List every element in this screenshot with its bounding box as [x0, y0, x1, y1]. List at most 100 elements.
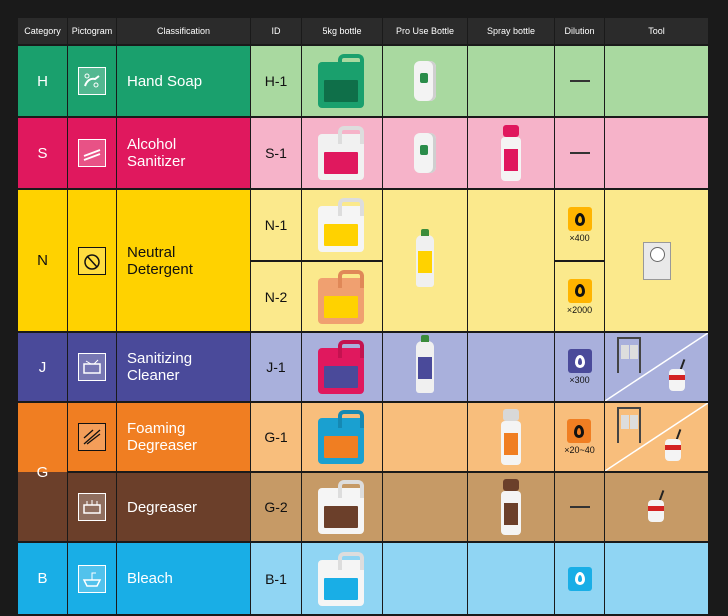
dilution-n-2: ×2000 [555, 262, 604, 331]
tool-alcohol-sanitizer-empty [605, 118, 708, 188]
pump-sprayer-icon [646, 490, 668, 524]
classification-neutral-detergent: Neutral Detergent [117, 190, 250, 331]
pro-use-neutral-detergent [383, 190, 467, 331]
pictogram-bleach [68, 543, 116, 614]
dilution-dispenser-icon [642, 241, 671, 280]
header-classification: Classification [117, 18, 250, 44]
id-g-1: G-1 [251, 403, 301, 471]
bottle-5kg-sanitizing-cleaner [302, 333, 382, 401]
header-tool: Tool [605, 18, 708, 44]
jug-icon [314, 126, 370, 180]
jug-icon [314, 551, 370, 606]
category-n: N [18, 190, 67, 331]
pictogram-sanitizing-cleaner [68, 333, 116, 401]
jug-icon [314, 198, 370, 252]
pro-use-sanitizing-cleaner [383, 333, 467, 401]
foam-rack-icon [615, 337, 643, 373]
spray-bottle-icon [497, 125, 525, 181]
tool-sanitizing-cleaner [605, 333, 708, 401]
hand-washing-icon [78, 67, 106, 95]
bottle-5kg-hand-soap [302, 46, 382, 116]
dilution-ratio-n-2: ×2000 [566, 304, 593, 315]
stove-icon [78, 493, 106, 521]
spray-bleach-empty [468, 543, 554, 614]
category-h: H [18, 46, 67, 116]
bottle-5kg-n-2 [302, 262, 382, 331]
header-pictogram: Pictogram [68, 18, 116, 44]
id-s-1: S-1 [251, 118, 301, 188]
dilution-hand-soap [555, 46, 604, 116]
pictogram-alcohol-sanitizer [68, 118, 116, 188]
pictogram-foaming-degreaser [68, 403, 116, 471]
category-j: J [18, 333, 67, 401]
dispenser-icon [414, 61, 436, 101]
category-b: B [18, 543, 67, 614]
tool-hand-soap-empty [605, 46, 708, 116]
concentrated-drop-icon [567, 278, 592, 303]
classification-alcohol-sanitizer: Alcohol Sanitizer [117, 118, 250, 188]
foam-rack-icon [615, 407, 643, 443]
jug-icon [314, 269, 370, 324]
tool-neutral-detergent [605, 190, 708, 331]
pictogram-neutral-detergent [68, 190, 116, 331]
pro-use-bleach-empty [383, 543, 467, 614]
dilution-bleach [555, 543, 604, 614]
pro-use-foaming-degreaser-empty [383, 403, 467, 471]
floor-cleaning-icon [78, 423, 106, 451]
dilution-alcohol-sanitizer [555, 118, 604, 188]
diagonal-divider [605, 333, 708, 401]
jug-icon [314, 340, 370, 394]
spray-hand-soap-empty [468, 46, 554, 116]
bottle-5kg-foaming-degreaser [302, 403, 382, 471]
dilution-ratio-g-1: ×20~40 [564, 445, 595, 455]
category-g: G [18, 403, 67, 541]
dilution-degreaser [555, 473, 604, 541]
dash-icon [569, 152, 590, 154]
kitchen-surface-icon [78, 353, 106, 381]
header-spray-bottle: Spray bottle [468, 18, 554, 44]
spray-alcohol-sanitizer [468, 118, 554, 188]
bottle-5kg-n-1 [302, 190, 382, 260]
sink-icon [78, 564, 106, 593]
concentrated-drop-icon [567, 207, 592, 231]
bottle-5kg-degreaser [302, 473, 382, 541]
concentrated-drop-icon [567, 566, 592, 591]
pro-use-hand-soap [383, 46, 467, 116]
tool-degreaser [605, 473, 708, 541]
classification-bleach: Bleach [117, 543, 250, 614]
pictogram-degreaser [68, 473, 116, 541]
id-g-2: G-2 [251, 473, 301, 541]
pro-use-degreaser-empty [383, 473, 467, 541]
classification-degreaser: Degreaser [117, 473, 250, 541]
dispenser-icon [414, 133, 436, 173]
product-table-frame: Category Pictogram Classification ID 5kg… [18, 18, 710, 614]
dilution-ratio-j-1: ×300 [569, 375, 590, 385]
spray-sanitizing-cleaner-empty [468, 333, 554, 401]
dash-icon [569, 80, 590, 82]
header-dilution: Dilution [555, 18, 604, 44]
id-b-1: B-1 [251, 543, 301, 614]
dilution-j-1: ×300 [555, 333, 604, 401]
classification-hand-soap: Hand Soap [117, 46, 250, 116]
dilution-ratio-n-1: ×400 [569, 233, 590, 243]
spray-foaming-degreaser [468, 403, 554, 471]
id-j-1: J-1 [251, 333, 301, 401]
classification-sanitizing-cleaner: Sanitizing Cleaner [117, 333, 250, 401]
jug-icon [314, 410, 370, 464]
spray-degreaser [468, 473, 554, 541]
pro-use-alcohol-sanitizer [383, 118, 467, 188]
concentrated-drop-icon [567, 419, 592, 443]
pump-sprayer-icon [667, 359, 689, 393]
diagonal-divider [605, 403, 708, 471]
jug-icon [314, 480, 370, 534]
concentrated-drop-icon [567, 349, 592, 373]
header-5kg-bottle: 5kg bottle [302, 18, 382, 44]
spray-neutral-detergent-empty [468, 190, 554, 331]
id-n-2: N-2 [251, 262, 301, 331]
header-category: Category [18, 18, 67, 44]
product-table: Category Pictogram Classification ID 5kg… [18, 18, 710, 614]
pro-use-bottle-icon [416, 335, 434, 393]
spray-bottle-icon [497, 409, 525, 465]
dishwashing-icon [78, 246, 106, 275]
category-s: S [18, 118, 67, 188]
